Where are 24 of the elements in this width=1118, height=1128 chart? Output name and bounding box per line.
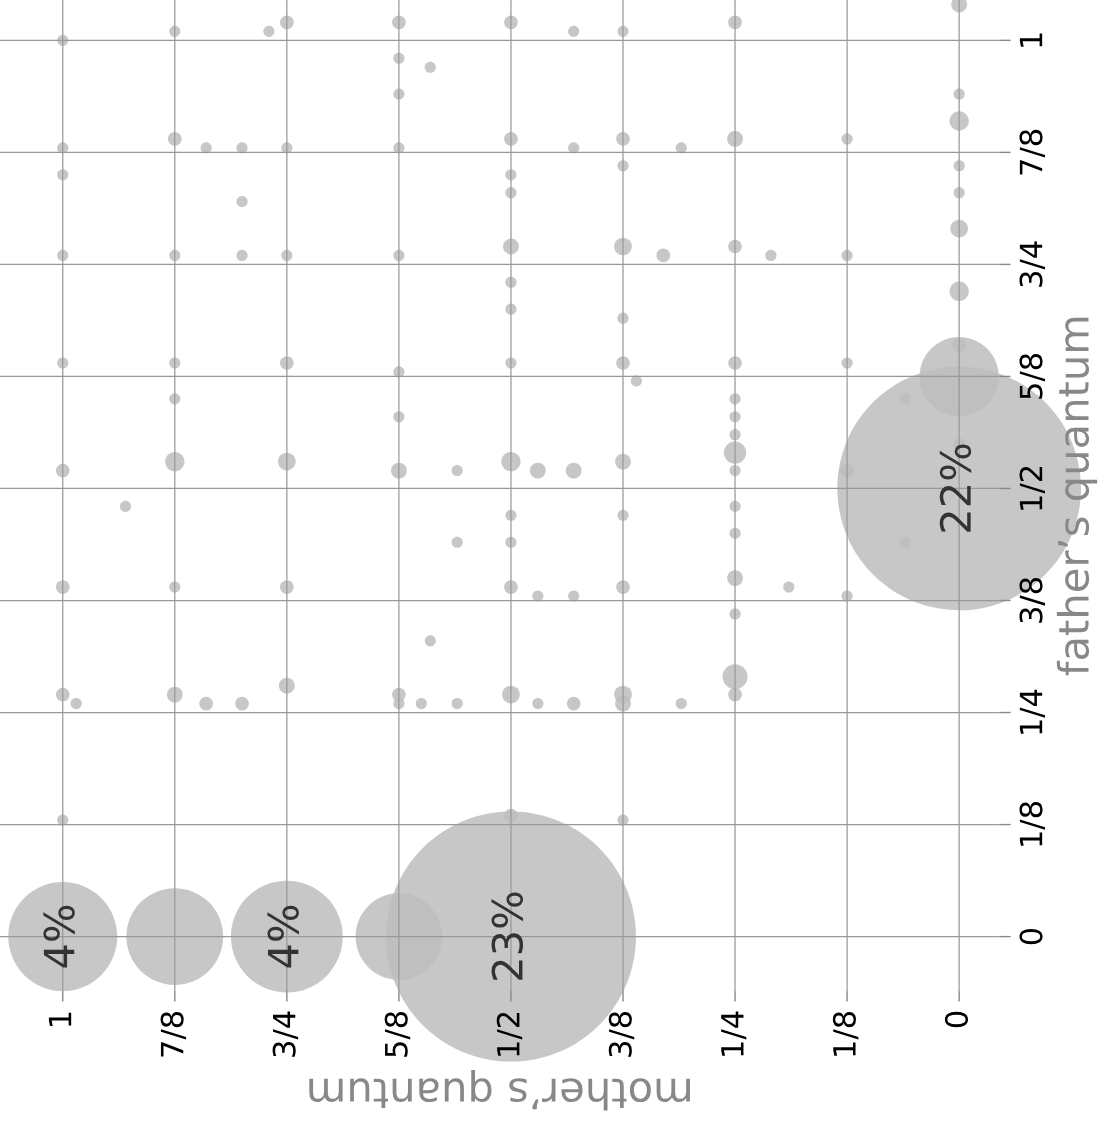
annotation: 4% <box>43 905 75 968</box>
annotation: 22% <box>939 444 972 532</box>
x-tick-label: 5/8 <box>384 1011 411 1057</box>
y-tick-label: 1/8 <box>1019 802 1045 846</box>
y-tick-label: 3/4 <box>1019 241 1045 287</box>
annotation: 4% <box>267 905 299 968</box>
x-tick-label: 7/8 <box>160 1011 187 1057</box>
y-tick-label: 1/4 <box>1019 689 1045 734</box>
y-tick-label: 7/8 <box>1019 129 1045 175</box>
x-tick-label: 1 <box>48 1012 72 1026</box>
y-tick-label: 5/8 <box>1019 353 1045 399</box>
x-tick-label: 1/2 <box>496 1012 523 1056</box>
x-tick-label: 1/4 <box>721 1011 747 1056</box>
y-tick-label: 1 <box>1019 33 1043 47</box>
y-tick-label: 1/2 <box>1019 466 1045 510</box>
annotation: 23% <box>491 892 524 980</box>
y-tick-label: 0 <box>1019 928 1043 945</box>
x-tick-label: 1/8 <box>832 1011 859 1056</box>
x-tick-label: 0 <box>944 1011 969 1028</box>
x-axis-title: mother’s quantum <box>309 1070 690 1111</box>
x-tick-label: 3/4 <box>272 1011 299 1057</box>
y-axis-title: father’s quantum <box>1056 317 1098 676</box>
y-tick-label: 3/8 <box>1019 578 1045 623</box>
x-tick-label: 3/8 <box>608 1011 635 1057</box>
